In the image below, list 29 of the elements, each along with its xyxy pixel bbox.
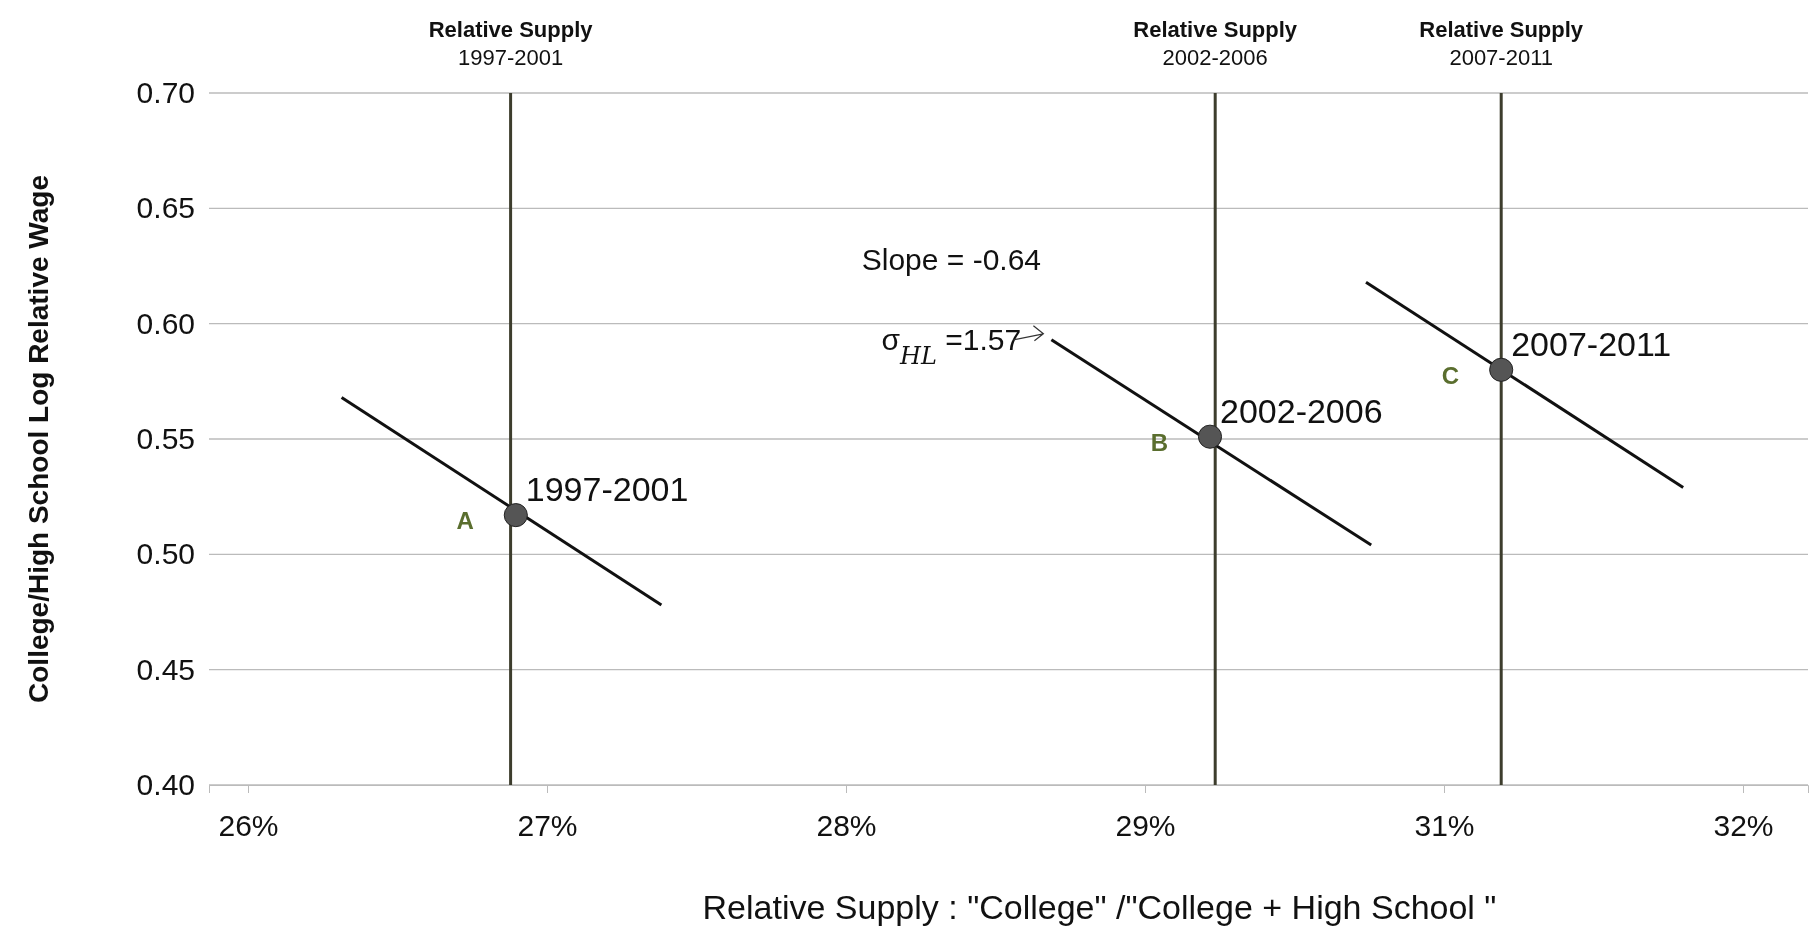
x-tick-label: 26% — [218, 809, 279, 843]
y-tick-label: 0.65 — [136, 191, 195, 225]
ref-line-label: Relative Supply 2002-2006 — [1133, 17, 1298, 70]
ref-line-label: Relative Supply 1997-2001 — [428, 17, 594, 70]
data-label: 1997-2001 — [525, 470, 689, 509]
x-tick-label: 29% — [1115, 809, 1176, 843]
point — [503, 503, 528, 528]
x-tick-label: 32% — [1713, 809, 1774, 843]
y-axis-title: College/High School Log Relative Wage — [23, 175, 54, 703]
annotation: Slope = -0.64 — [861, 242, 1042, 276]
annotation: A — [456, 507, 474, 535]
x-tick-label: 27% — [517, 809, 578, 843]
y-tick-label: 0.40 — [136, 768, 195, 802]
data-label: 2007-2011 — [1511, 324, 1672, 363]
y-tick-label: 0.55 — [136, 422, 195, 456]
annotation: B — [1150, 428, 1168, 456]
x-axis-title: Relative Supply : "College" /"College + High School " — [702, 888, 1497, 926]
point — [1197, 424, 1223, 449]
y-tick-label: 0.50 — [136, 537, 195, 571]
y-tick-label: 0.45 — [136, 652, 195, 686]
x-tick-label: 31% — [1414, 809, 1475, 843]
ref-line-label: Relative Supply 2007-2011 — [1419, 17, 1584, 70]
y-tick-label: 0.70 — [136, 76, 195, 110]
y-tick-label: 0.60 — [136, 306, 195, 340]
point — [1489, 357, 1514, 382]
annotation: C — [1441, 361, 1460, 389]
data-label: 2002-2006 — [1220, 391, 1383, 430]
annotation: σ$_{HL}$ =1.57 — [881, 322, 1022, 370]
x-tick-label: 28% — [816, 809, 877, 843]
